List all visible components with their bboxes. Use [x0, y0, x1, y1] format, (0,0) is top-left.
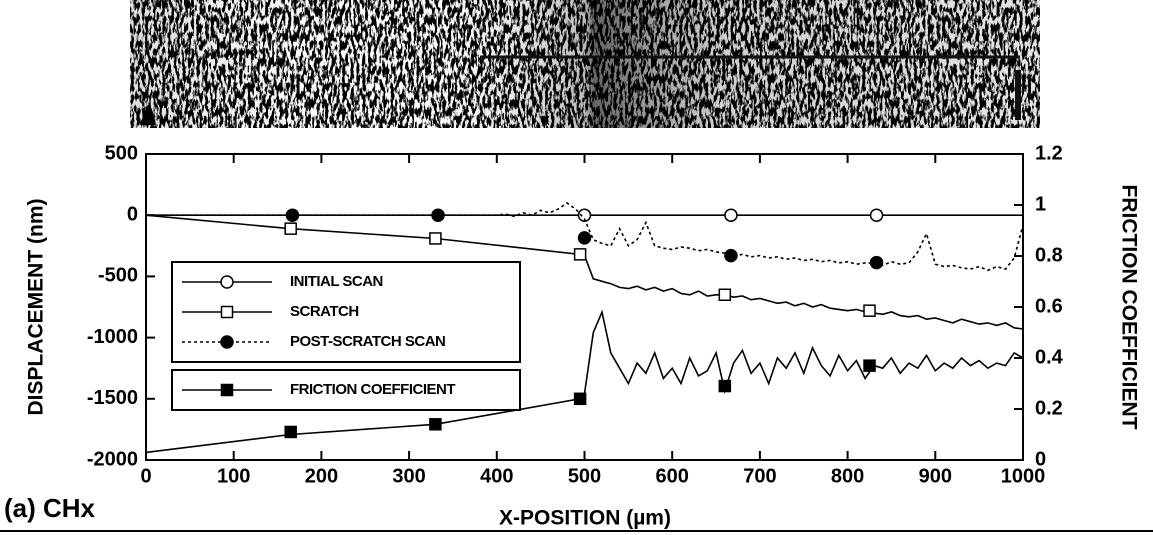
- x-tick-label: 500: [568, 465, 601, 487]
- x-tick-label: 300: [392, 465, 425, 487]
- marker: [719, 381, 730, 392]
- x-tick-label: 200: [305, 465, 338, 487]
- marker: [871, 209, 883, 221]
- marker: [725, 209, 737, 221]
- marker: [285, 426, 296, 437]
- marker: [286, 209, 298, 221]
- chart: (a) CHx X-POSITION (µm) DISPLACEMENT (nm…: [0, 0, 1153, 535]
- x-tick-label: 900: [919, 465, 952, 487]
- marker: [575, 249, 586, 260]
- x-tick-label: 100: [217, 465, 250, 487]
- marker: [430, 233, 441, 244]
- caption: (a) CHx: [4, 493, 96, 523]
- marker: [432, 209, 444, 221]
- x-tick-label: 700: [743, 465, 776, 487]
- marker: [871, 257, 883, 269]
- x-tick-label: 400: [480, 465, 513, 487]
- marker: [579, 232, 591, 244]
- x-tick-label: 600: [656, 465, 689, 487]
- legend-marker: [221, 336, 233, 348]
- y2-tick-label: 1: [1035, 193, 1046, 215]
- legend-marker: [222, 385, 233, 396]
- legend-marker: [221, 276, 233, 288]
- legend-marker: [222, 307, 233, 318]
- marker: [430, 419, 441, 430]
- marker: [285, 223, 296, 234]
- legend-label: FRICTION COEFFICIENT: [290, 381, 455, 398]
- y-tick-label: -2000: [87, 448, 138, 470]
- y-tick-label: -500: [98, 265, 138, 287]
- y2-tick-label: 1.2: [1035, 142, 1063, 164]
- y-tick-label: 0: [127, 203, 138, 225]
- legend-label: POST-SCRATCH SCAN: [290, 333, 445, 350]
- legend-label: INITIAL SCAN: [290, 273, 383, 290]
- marker: [575, 393, 586, 404]
- page: {"chart_data": {"type": "line", "caption…: [0, 0, 1153, 535]
- x-tick-label: 800: [831, 465, 864, 487]
- x-axis-title: X-POSITION (µm): [499, 507, 671, 530]
- y-axis-title: DISPLACEMENT (nm): [25, 199, 48, 416]
- y2-tick-label: 0.6: [1035, 295, 1063, 317]
- y2-tick-label: 0.4: [1035, 346, 1064, 368]
- y2-tick-label: 0.8: [1035, 244, 1063, 266]
- micrograph: [130, 0, 1040, 128]
- legend-label: SCRATCH: [290, 303, 359, 320]
- marker: [864, 305, 875, 316]
- marker: [864, 360, 875, 371]
- y-tick-label: 500: [105, 142, 138, 164]
- y-tick-label: -1000: [87, 326, 138, 348]
- y-tick-label: -1500: [87, 387, 138, 409]
- y2-tick-label: 0.2: [1035, 397, 1063, 419]
- marker: [725, 250, 737, 262]
- y2-axis-title: FRICTION COEFFICIENT: [1117, 185, 1140, 430]
- marker: [719, 289, 730, 300]
- x-tick-label: 0: [140, 465, 151, 487]
- y2-tick-label: 0: [1035, 448, 1046, 470]
